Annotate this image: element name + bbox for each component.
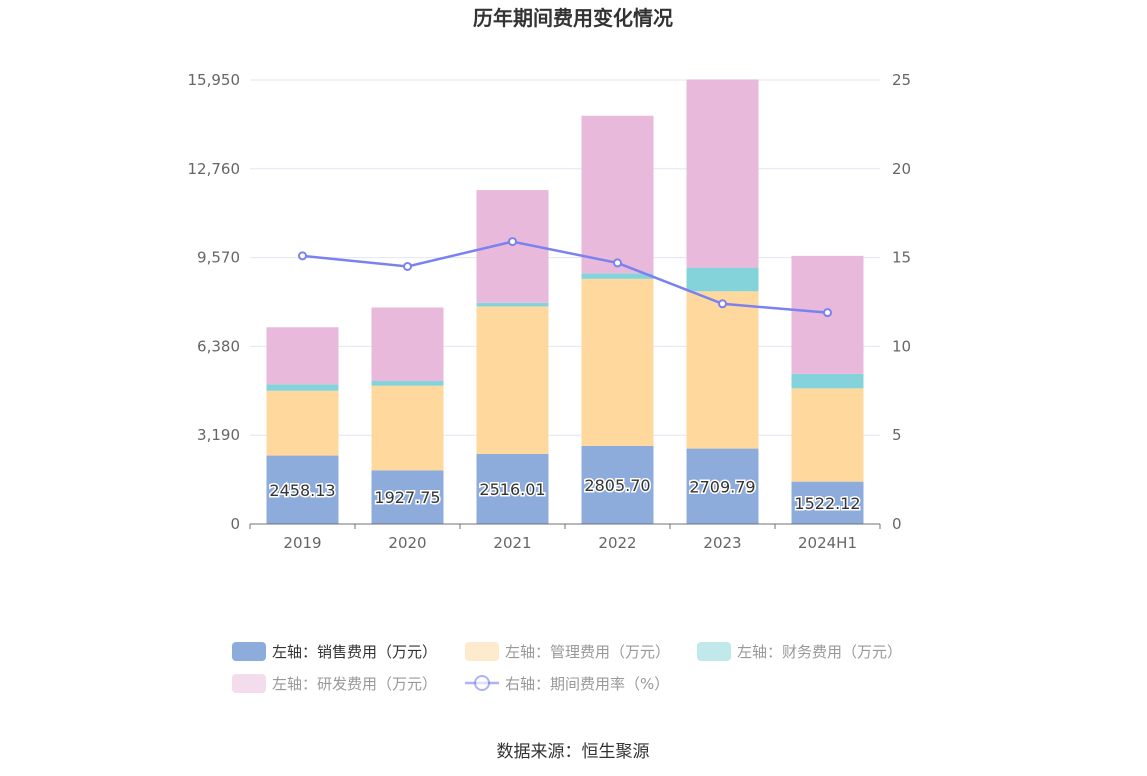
legend-label: 左轴：研发费用（万元） [272, 675, 437, 693]
legend-item[interactable]: 右轴：期间费用率（%） [465, 675, 669, 693]
rate-line-path [302, 240, 828, 314]
legend-swatch [697, 642, 731, 661]
legend-label: 左轴：销售费用（万元） [272, 643, 437, 661]
left-axis: 0 3,190 6,380 9,570 12,760 15,950 [188, 71, 241, 533]
bar-segment [371, 380, 444, 386]
right-tick-label: 5 [892, 426, 902, 444]
x-tick-label: 2019 [283, 534, 321, 552]
grid [250, 79, 880, 436]
bar-segment [581, 273, 654, 279]
bar-segment [371, 385, 444, 471]
x-tick-label: 2020 [388, 534, 426, 552]
bar-segment [581, 115, 654, 274]
legend-label: 左轴：财务费用（万元） [737, 643, 902, 661]
legend-swatch [232, 674, 266, 693]
chart-title: 历年期间费用变化情况 [473, 6, 673, 30]
sales-data-label: 1927.75 [374, 488, 440, 507]
right-tick-label: 15 [892, 249, 911, 267]
bar-segment [266, 390, 339, 456]
x-tick-label: 2022 [598, 534, 636, 552]
legend-swatch [232, 642, 266, 661]
right-tick-label: 10 [892, 337, 911, 355]
bar-segment [791, 388, 864, 482]
x-tick-label: 2023 [703, 534, 741, 552]
legend-item[interactable]: 左轴：财务费用（万元） [697, 642, 902, 661]
right-tick-label: 0 [892, 515, 902, 533]
bar-segment [686, 448, 759, 524]
rate-line-point [718, 299, 727, 309]
x-axis: 2019 2020 2021 2022 2023 2024H1 [249, 524, 881, 552]
legend-item[interactable]: 左轴：研发费用（万元） [232, 674, 437, 693]
bar-segment [266, 455, 339, 524]
right-tick-label: 20 [892, 160, 911, 178]
x-tick-label: 2021 [493, 534, 531, 552]
rate-line [298, 237, 832, 318]
bar-segment [476, 306, 549, 454]
bar-segment [371, 470, 444, 524]
rate-line-point [823, 308, 832, 318]
legend[interactable]: 左轴：销售费用（万元） 左轴：管理费用（万元） 左轴：财务费用（万元） 左轴：研发费用… [232, 642, 902, 693]
legend-label: 右轴：期间费用率（%） [505, 675, 669, 693]
sales-data-label: 1522.12 [794, 494, 860, 513]
bar-segment [686, 79, 759, 268]
x-tick-label: 2024H1 [798, 534, 857, 552]
bar-segment [686, 291, 759, 449]
right-axis: 0 5 10 15 20 25 [892, 71, 911, 533]
bar-segment [686, 267, 759, 292]
legend-swatch [465, 642, 499, 661]
right-tick-label: 25 [892, 71, 911, 89]
rate-line-point [403, 261, 412, 271]
legend-item[interactable]: 左轴：管理费用（万元） [465, 642, 670, 661]
left-tick-label: 0 [230, 515, 240, 533]
bar-segment [791, 481, 864, 524]
bar-segment [266, 384, 339, 391]
left-tick-label: 12,760 [188, 160, 241, 178]
sales-data-label: 2458.13 [269, 481, 335, 500]
bar-segment [581, 445, 654, 524]
bar-segment [791, 373, 864, 389]
data-source: 数据来源：恒生聚源 [497, 742, 650, 762]
bar-segment [476, 453, 549, 524]
sales-data-label: 2516.01 [479, 480, 545, 499]
legend-label: 左轴：管理费用（万元） [505, 643, 670, 661]
left-tick-label: 15,950 [188, 71, 241, 89]
data-labels: 2458.13 1927.75 2516.01 2805.70 2709.79 1522.… [268, 474, 862, 514]
left-tick-label: 3,190 [197, 426, 240, 444]
legend-item[interactable]: 左轴：销售费用（万元） [232, 642, 437, 661]
bars [266, 79, 864, 524]
sales-data-label: 2709.79 [689, 477, 755, 496]
bar-segment [581, 278, 654, 446]
sales-data-label: 2805.70 [584, 476, 650, 495]
rate-line-point [508, 237, 517, 247]
left-tick-label: 6,380 [197, 337, 240, 355]
rate-line-point [613, 258, 622, 268]
bar-segment [266, 327, 339, 385]
rate-line-point [298, 251, 307, 261]
legend-line-marker [474, 675, 490, 691]
bar-segment [371, 307, 444, 381]
left-tick-label: 9,570 [197, 249, 240, 267]
bar-segment [476, 302, 549, 307]
